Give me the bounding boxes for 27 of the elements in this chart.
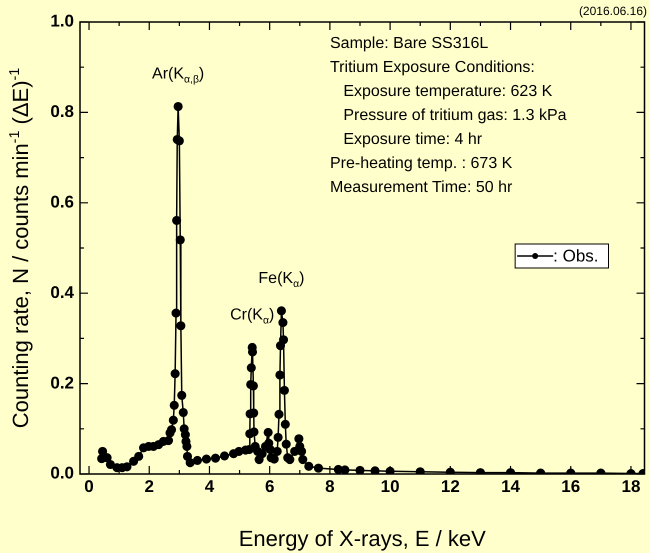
x-tick-label: 2: [144, 477, 154, 496]
x-tick-label: 18: [621, 477, 640, 496]
x-tick-label: 12: [440, 477, 460, 496]
x-tick-label: 6: [264, 477, 274, 496]
annotation: Tritium Exposure Conditions:: [330, 59, 535, 76]
y-axis-title: Counting rate, N / counts min-1 (ΔE)-1: [6, 68, 33, 428]
y-tick-label: 0.4: [50, 282, 75, 302]
x-axis-title: Energy of X-rays, E / keV: [238, 526, 486, 551]
y-tick-label: 0.0: [50, 464, 74, 483]
x-tick-label: 10: [380, 477, 400, 496]
x-tick-label: 8: [325, 477, 335, 496]
y-tick-label: 0.6: [50, 192, 74, 212]
x-tick-label: 16: [561, 477, 580, 496]
y-tick-label: 0.8: [50, 102, 74, 122]
annotation: Exposure temperature: 623 K: [330, 83, 553, 100]
x-tick-label: 0: [84, 477, 94, 496]
x-tick-label: 14: [501, 477, 521, 496]
x-tick-label: 4: [204, 477, 215, 496]
y-tick-label: 1.0: [50, 12, 74, 31]
annotation: Measurement Time: 50 hr: [330, 179, 513, 196]
text: (2016.06.16): [578, 4, 647, 18]
annotation: Sample: Bare SS316L: [330, 35, 488, 52]
annotation: Pressure of tritium gas: 1.3 kPa: [330, 107, 567, 124]
annotation: Pre-heating temp. : 673 K: [330, 155, 513, 172]
legend-label: : Obs.: [553, 246, 599, 266]
annotation: Exposure time: 4 hr: [330, 131, 483, 148]
y-tick-label: 0.2: [50, 373, 74, 392]
